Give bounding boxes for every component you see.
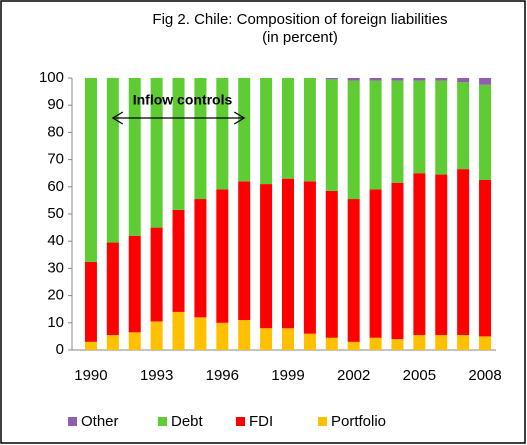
- legend-swatch: [68, 417, 77, 426]
- y-tick-label: 70: [47, 151, 64, 168]
- bar-segment: [347, 199, 360, 342]
- bar-segment: [457, 335, 470, 350]
- bar-segment: [325, 78, 338, 80]
- legend-swatch: [236, 417, 245, 426]
- bar-segment: [238, 78, 251, 182]
- bar-segment: [260, 78, 273, 185]
- y-tick-label: 90: [47, 96, 64, 113]
- bar-segment: [216, 322, 229, 350]
- bar-segment: [194, 78, 207, 200]
- bar-segment: [128, 332, 141, 350]
- bar-segment: [325, 79, 338, 191]
- bar-segment: [391, 80, 404, 183]
- bar-segment: [194, 317, 207, 350]
- bar-segment: [150, 227, 163, 322]
- bar-segment: [303, 181, 316, 334]
- bar-segment: [216, 189, 229, 323]
- bar-segment: [150, 321, 163, 350]
- y-tick-label: 80: [47, 123, 64, 140]
- bar-segment: [479, 78, 492, 85]
- bar-segment: [150, 78, 163, 228]
- bar-segment: [457, 78, 470, 83]
- arrow-head: [111, 111, 124, 125]
- bar-segment: [391, 339, 404, 350]
- bar-segment: [260, 328, 273, 350]
- bar-segment: [413, 78, 426, 81]
- bar-segment: [479, 336, 492, 350]
- bar-segment: [172, 311, 185, 350]
- bar-segment: [479, 84, 492, 180]
- bar-segment: [435, 80, 448, 175]
- y-tick-label: 100: [39, 69, 64, 86]
- x-tick-label: 2005: [403, 367, 436, 384]
- bar-segment: [369, 337, 382, 350]
- bar-segment: [282, 78, 294, 179]
- bar-segment: [128, 235, 141, 333]
- bar-segment: [347, 80, 360, 200]
- bar-segment: [435, 335, 448, 350]
- arrow-head: [233, 111, 246, 125]
- bar-segment: [347, 78, 360, 81]
- y-tick-label: 20: [47, 287, 64, 304]
- y-tick-label: 50: [47, 205, 64, 222]
- x-tick-label: 1993: [140, 367, 173, 384]
- bar-segment: [413, 80, 426, 174]
- y-tick-label: 40: [47, 232, 64, 249]
- legend-label: Other: [81, 413, 119, 430]
- bar-segment: [106, 335, 119, 350]
- y-tick-label: 10: [47, 314, 64, 331]
- y-tick-label: 0: [56, 341, 64, 358]
- bar-segment: [413, 173, 426, 336]
- bar-segment: [282, 178, 294, 329]
- bar-segment: [457, 169, 470, 336]
- bar-segment: [325, 190, 338, 338]
- annotation: Inflow controls: [133, 92, 233, 108]
- bar-segment: [369, 80, 382, 190]
- bar-segment: [260, 184, 273, 329]
- bar-segment: [303, 78, 316, 182]
- bar-segment: [479, 180, 492, 337]
- x-tick-label: 2002: [337, 367, 370, 384]
- y-tick-label: 60: [47, 178, 64, 195]
- bar-segment: [84, 261, 97, 342]
- x-tick-label: 1999: [271, 367, 304, 384]
- bar-segment: [457, 82, 470, 170]
- y-tick-label: 30: [47, 259, 64, 276]
- legend-swatch: [158, 417, 167, 426]
- legend-label: Portfolio: [331, 413, 386, 430]
- bar-segment: [194, 199, 207, 318]
- bar-segment: [391, 78, 404, 81]
- legend-label: FDI: [249, 413, 273, 430]
- bar-segment: [325, 337, 338, 350]
- legend-label: Debt: [171, 413, 204, 430]
- bar-segment: [216, 78, 229, 190]
- bar-segment: [413, 335, 426, 350]
- x-tick-label: 1990: [74, 367, 107, 384]
- bar-segment: [435, 78, 448, 81]
- bar-segment: [347, 341, 360, 350]
- x-tick-label: 2008: [468, 367, 501, 384]
- chart-title: Fig 2. Chile: Composition of foreign lia…: [152, 11, 447, 28]
- bar-segment: [238, 181, 251, 321]
- bar-segment: [369, 189, 382, 338]
- bar-segment: [391, 182, 404, 340]
- legend-swatch: [318, 417, 327, 426]
- bar-segment: [106, 242, 119, 336]
- bar-segment: [172, 78, 185, 210]
- bar-segment: [172, 209, 185, 312]
- bar-segment: [238, 320, 251, 350]
- bar-segment: [84, 341, 97, 350]
- bar-segment: [369, 78, 382, 81]
- bar-segment: [84, 78, 97, 262]
- bar-segment: [303, 333, 316, 350]
- x-tick-label: 1996: [206, 367, 239, 384]
- bar-segment: [282, 328, 294, 350]
- chart-subtitle: (in percent): [262, 29, 338, 46]
- bar-segment: [435, 174, 448, 336]
- bar-segment: [106, 78, 119, 243]
